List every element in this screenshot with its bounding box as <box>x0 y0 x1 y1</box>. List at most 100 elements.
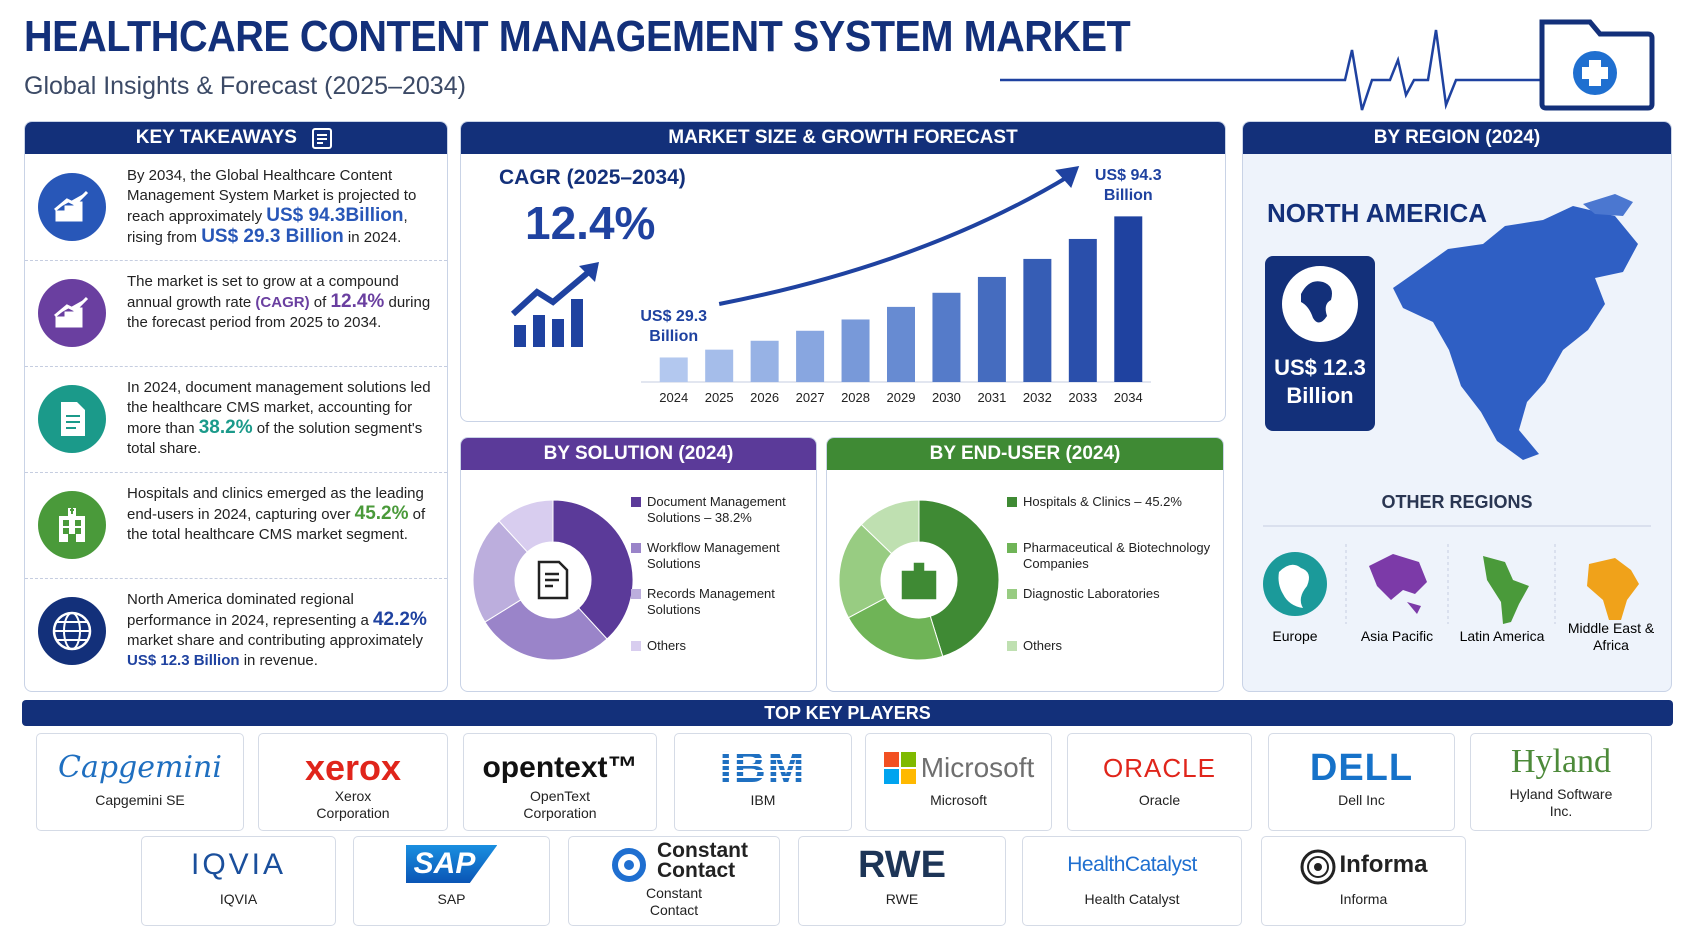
takeaways-title-text: KEY TAKEAWAYS <box>135 127 297 148</box>
player-logo: HealthCatalyst <box>1067 853 1197 876</box>
player-logo: ORACLE <box>1103 753 1216 783</box>
player: DELL Dell Inc <box>1268 733 1455 831</box>
page-title: HEALTHCARE CONTENT MANAGEMENT SYSTEM MAR… <box>24 12 1131 61</box>
x-tick-label: 2027 <box>796 390 825 405</box>
player-logo: Capgemini <box>58 750 222 785</box>
player: HealthCatalyst Health Catalyst <box>1022 836 1242 926</box>
takeaway-segment: The market is set to grow at a compound … <box>127 273 399 311</box>
cagr-value: 12.4% <box>525 197 656 249</box>
player-logo: IBM <box>675 746 851 790</box>
player-logo: Hyland <box>1510 743 1612 780</box>
takeaway-segment: (CAGR) <box>255 294 310 311</box>
growth-icon <box>510 262 599 347</box>
legend-swatch <box>631 641 641 651</box>
legend-swatch <box>1007 497 1017 507</box>
growth-arrow <box>718 174 1071 306</box>
constant-icon <box>612 848 646 882</box>
player-name: Constant Contact <box>645 885 703 918</box>
takeaway-text: North America dominated regional perform… <box>127 590 437 671</box>
player: Informa Informa <box>1261 836 1466 926</box>
enduser-body: Hospitals & Clinics – 45.2% Pharmaceutica… <box>827 470 1223 691</box>
center-icon <box>901 562 937 600</box>
takeaways-title: KEY TAKEAWAYS <box>25 122 447 154</box>
takeaway: Hospitals and clinics emerged as the lea… <box>25 472 447 579</box>
takeaway-segment: 42.2% <box>372 609 427 630</box>
player: Hyland Hyland Software Inc. <box>1470 733 1652 831</box>
takeaway-segment: during the forecast period from 2025 to … <box>127 294 431 331</box>
donut-slice <box>498 499 554 553</box>
takeaway-segment: Hospitals and clinics emerged as the lea… <box>127 485 424 523</box>
takeaway-icon <box>38 491 106 559</box>
legend-swatch <box>631 497 641 507</box>
player-logo: opentext™ <box>482 751 638 784</box>
player: Capgemini Capgemini SE <box>36 733 244 831</box>
region-leader-value: US$ 12.3 Billion <box>1274 355 1366 408</box>
donut-chart <box>472 499 634 661</box>
center-icon <box>537 560 569 600</box>
region-name: Latin America <box>1459 628 1545 644</box>
region-graphic <box>1263 194 1651 624</box>
player-name: Health Catalyst <box>1084 891 1180 907</box>
takeaway-segment: of the total healthcare CMS market segme… <box>127 506 426 543</box>
x-tick-label: 2029 <box>887 390 916 405</box>
legend-swatch <box>1007 543 1017 553</box>
takeaway: In 2024, document management solutions l… <box>25 366 447 473</box>
legend-item: Hospitals & Clinics – 45.2% <box>1007 494 1223 510</box>
value-label: US$ 29.3 Billion <box>640 308 708 346</box>
region-leader: NORTH AMERICA <box>1267 198 1488 228</box>
legend-label: Document Management Solutions – 38.2% <box>647 494 786 525</box>
region-name: Middle East & Africa <box>1567 620 1655 653</box>
takeaway-segment: US$ 29.3 Billion <box>201 226 344 247</box>
informa-icon <box>1300 849 1336 885</box>
legend-label: Hospitals & Clinics – 45.2% <box>1023 494 1182 509</box>
legend-item: Records Management Solutions <box>631 586 807 618</box>
bar <box>1023 258 1052 382</box>
legend-item: Workflow Management Solutions <box>631 540 807 572</box>
region-panel: BY REGION (2024) NORTH AMERICA US$ 12.3 … <box>1242 121 1672 692</box>
solution-body: Document Management Solutions – 38.2% Wor… <box>461 470 816 691</box>
player: IBM IBM <box>674 733 852 831</box>
player-name: IBM <box>750 792 776 808</box>
solution-panel: BY SOLUTION (2024) Document Management S… <box>460 437 817 692</box>
legend-item: Pharmaceutical & Biotechnology Companies <box>1007 540 1223 572</box>
legend-swatch <box>1007 589 1017 599</box>
bar <box>659 357 688 382</box>
takeaway-segment: US$ 12.3 Billion <box>127 652 240 669</box>
takeaway-text: The market is set to grow at a compound … <box>127 272 437 333</box>
x-tick-label: 2026 <box>750 390 779 405</box>
x-tick-label: 2033 <box>1068 390 1097 405</box>
bar <box>1114 216 1143 382</box>
legend-item: Others <box>1007 638 1223 654</box>
player: Microsoft Microsoft <box>865 733 1052 831</box>
header-graphic <box>1000 19 1655 111</box>
bar <box>705 349 734 382</box>
takeaway: The market is set to grow at a compound … <box>25 260 447 367</box>
cagr-label: CAGR (2025–2034) <box>499 166 686 189</box>
region-name: Europe <box>1272 628 1318 644</box>
x-tick-label: 2032 <box>1023 390 1052 405</box>
legend-item: Others <box>631 638 807 654</box>
takeaway-text: By 2034, the Global Healthcare Content M… <box>127 166 437 248</box>
enduser-title: BY END-USER (2024) <box>827 438 1223 470</box>
bar-chart: 2024 2025 2026 2027 2028 2029 2030 2031 2032 2033… <box>641 166 1151 405</box>
other-regions-title: OTHER REGIONS <box>1381 492 1533 512</box>
donut-slice <box>860 499 920 555</box>
market-panel: MARKET SIZE & GROWTH FORECAST CAGR (2025… <box>460 121 1226 422</box>
takeaway-segment: 38.2% <box>198 417 253 438</box>
legend-swatch <box>631 589 641 599</box>
bar <box>841 319 870 382</box>
solution-title: BY SOLUTION (2024) <box>461 438 816 470</box>
region-title: BY REGION (2024) <box>1243 122 1671 154</box>
player: ORACLE Oracle <box>1067 733 1252 831</box>
player-name: SAP <box>437 891 466 907</box>
player-name: Informa <box>1339 891 1388 907</box>
legend-label: Pharmaceutical & Biotechnology Companies <box>1023 540 1211 571</box>
takeaway-segment: By 2034, the Global Healthcare Content M… <box>127 167 417 225</box>
region-body: NORTH AMERICA US$ 12.3 Billion OTHER REG… <box>1243 154 1671 691</box>
takeaway-icon <box>38 385 106 453</box>
player: Constant Contact Constant Contact <box>568 836 780 926</box>
player-name: Capgemini SE <box>95 792 185 808</box>
bar <box>932 292 961 382</box>
legend-label: Diagnostic Laboratories <box>1023 586 1160 601</box>
